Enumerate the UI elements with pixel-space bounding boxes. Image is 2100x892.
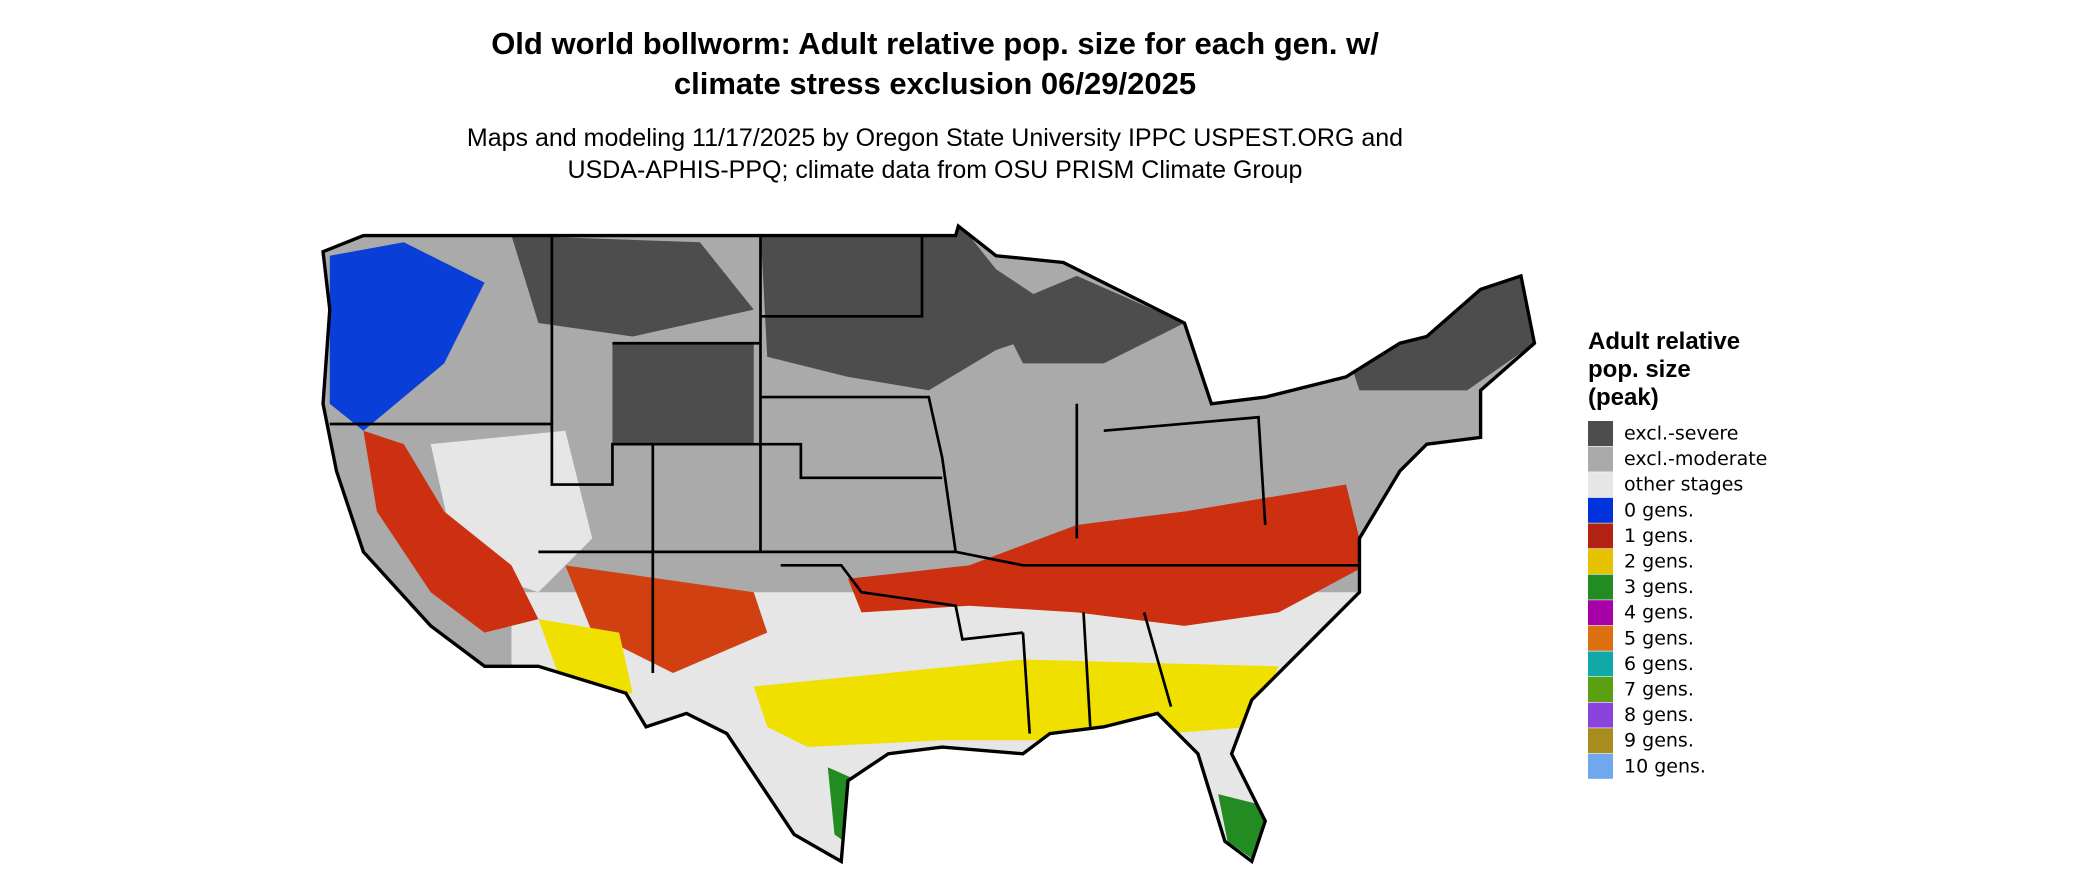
legend-swatch xyxy=(1588,753,1613,779)
legend-swatch xyxy=(1588,728,1613,754)
legend-swatch xyxy=(1588,625,1613,651)
legend-swatch xyxy=(1588,446,1613,472)
legend-label: 4 gens. xyxy=(1624,602,1694,624)
legend-label: 6 gens. xyxy=(1624,653,1694,675)
legend-swatch xyxy=(1588,523,1613,549)
legend-label: 2 gens. xyxy=(1624,551,1694,573)
legend-swatch xyxy=(1588,497,1613,523)
legend-swatch xyxy=(1588,651,1613,677)
legend-label: 5 gens. xyxy=(1624,627,1694,649)
legend-label: other stages xyxy=(1624,474,1743,496)
legend-swatch xyxy=(1588,574,1613,600)
legend-label: 9 gens. xyxy=(1624,730,1694,752)
legend-label: 1 gens. xyxy=(1624,525,1694,547)
map-subtitle: Maps and modeling 11/17/2025 by Oregon S… xyxy=(466,124,1404,184)
legend-label: 3 gens. xyxy=(1624,576,1694,598)
legend-swatch xyxy=(1588,677,1613,702)
legend-title: Adult relative pop. size (peak) xyxy=(1588,328,1741,411)
legend-label: 10 gens. xyxy=(1624,755,1706,777)
legend-swatch xyxy=(1588,600,1613,626)
us-map xyxy=(321,224,1537,864)
legend-label: 0 gens. xyxy=(1624,499,1694,521)
legend-label: 7 gens. xyxy=(1624,679,1694,701)
legend-swatch xyxy=(1588,702,1613,728)
legend-swatch xyxy=(1588,421,1613,446)
legend-swatch xyxy=(1588,472,1613,498)
legend-label: excl.-moderate xyxy=(1624,448,1767,470)
legend-label: 8 gens. xyxy=(1624,704,1694,726)
legend-label: excl.-severe xyxy=(1624,423,1739,445)
map-title: Old world bollworm: Adult relative pop. … xyxy=(491,26,1379,101)
legend-swatch xyxy=(1588,549,1613,574)
